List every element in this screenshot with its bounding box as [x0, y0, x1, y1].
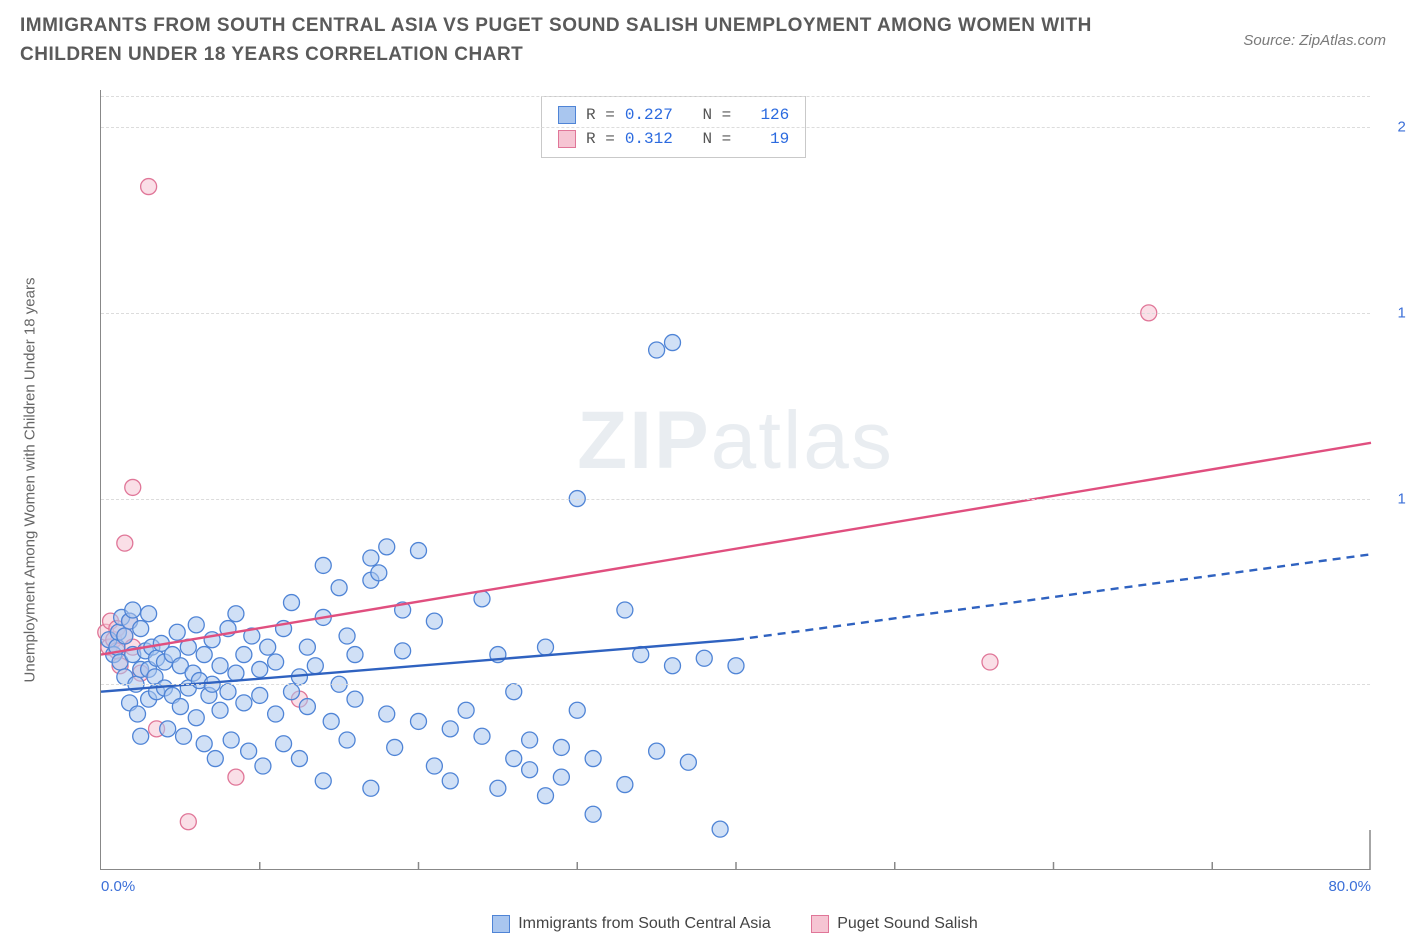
gridline-h — [101, 499, 1370, 500]
chart-container: Unemployment Among Women with Children U… — [40, 90, 1380, 910]
legend-item-b: Puget Sound Salish — [811, 915, 978, 933]
swatch-series-a — [492, 915, 510, 933]
chart-header: IMMIGRANTS FROM SOUTH CENTRAL ASIA VS PU… — [0, 0, 1406, 69]
y-tick-label: 15.0% — [1380, 304, 1406, 321]
chart-svg — [101, 90, 1371, 870]
chart-source: Source: ZipAtlas.com — [1243, 32, 1386, 49]
gridline-h — [101, 684, 1370, 685]
gridline-h — [101, 96, 1370, 97]
x-tick-label: 0.0% — [101, 878, 135, 895]
gridline-h — [101, 313, 1370, 314]
legend-item-a: Immigrants from South Central Asia — [492, 915, 771, 933]
y-tick-label: 5.0% — [1380, 676, 1406, 693]
source-link[interactable]: ZipAtlas.com — [1299, 32, 1386, 49]
series-b-label: Puget Sound Salish — [837, 915, 978, 933]
gridline-h — [101, 127, 1370, 128]
x-tick-label: 80.0% — [1328, 878, 1371, 895]
y-tick-label: 20.0% — [1380, 119, 1406, 136]
swatch-series-b — [811, 915, 829, 933]
source-prefix: Source: — [1243, 32, 1299, 49]
plot-area: ZIPatlas R = 0.227 N = 126 R = 0.312 N =… — [100, 90, 1370, 870]
chart-title: IMMIGRANTS FROM SOUTH CENTRAL ASIA VS PU… — [20, 12, 1120, 69]
series-a-label: Immigrants from South Central Asia — [518, 915, 771, 933]
y-axis-label: Unemployment Among Women with Children U… — [22, 278, 39, 683]
series-legend: Immigrants from South Central Asia Puget… — [100, 915, 1370, 938]
y-tick-label: 10.0% — [1380, 490, 1406, 507]
